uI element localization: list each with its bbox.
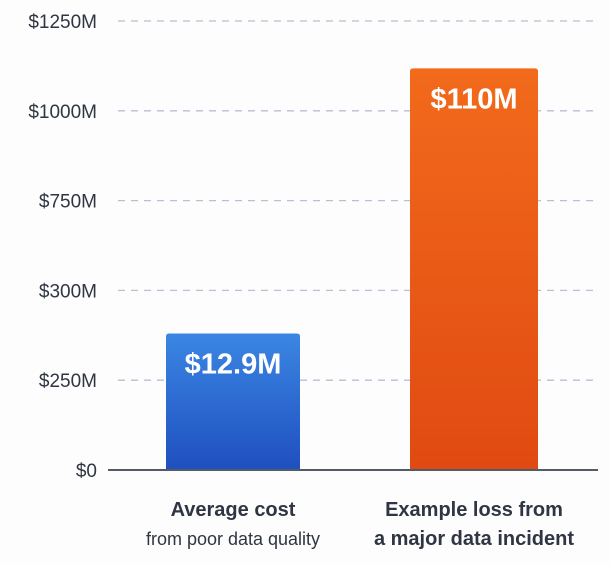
y-tick-label: $0: [76, 461, 97, 482]
bar: [166, 333, 300, 470]
y-tick-label: $750M: [39, 192, 97, 213]
y-tick-label: $1000M: [28, 102, 97, 123]
y-tick-label: $1250M: [28, 12, 97, 33]
bars: $12.9M $110M: [166, 68, 538, 470]
category-subtitle: from poor data quality: [146, 529, 320, 549]
x-axis-categories: Average cost from poor data quality Exampl…: [146, 499, 574, 550]
category-title: Example loss from: [385, 499, 563, 521]
y-tick-label: $250M: [39, 371, 97, 392]
category-title: Average cost: [171, 499, 296, 521]
bar-data-label: $12.9M: [185, 349, 282, 381]
y-axis-ticks: $0 $250M $300M $750M $1000M $1250M: [28, 12, 97, 482]
bar-data-label: $110M: [430, 83, 517, 115]
category-subtitle: a major data incident: [374, 528, 574, 550]
y-tick-label: $300M: [39, 281, 97, 302]
bar: [410, 68, 538, 470]
